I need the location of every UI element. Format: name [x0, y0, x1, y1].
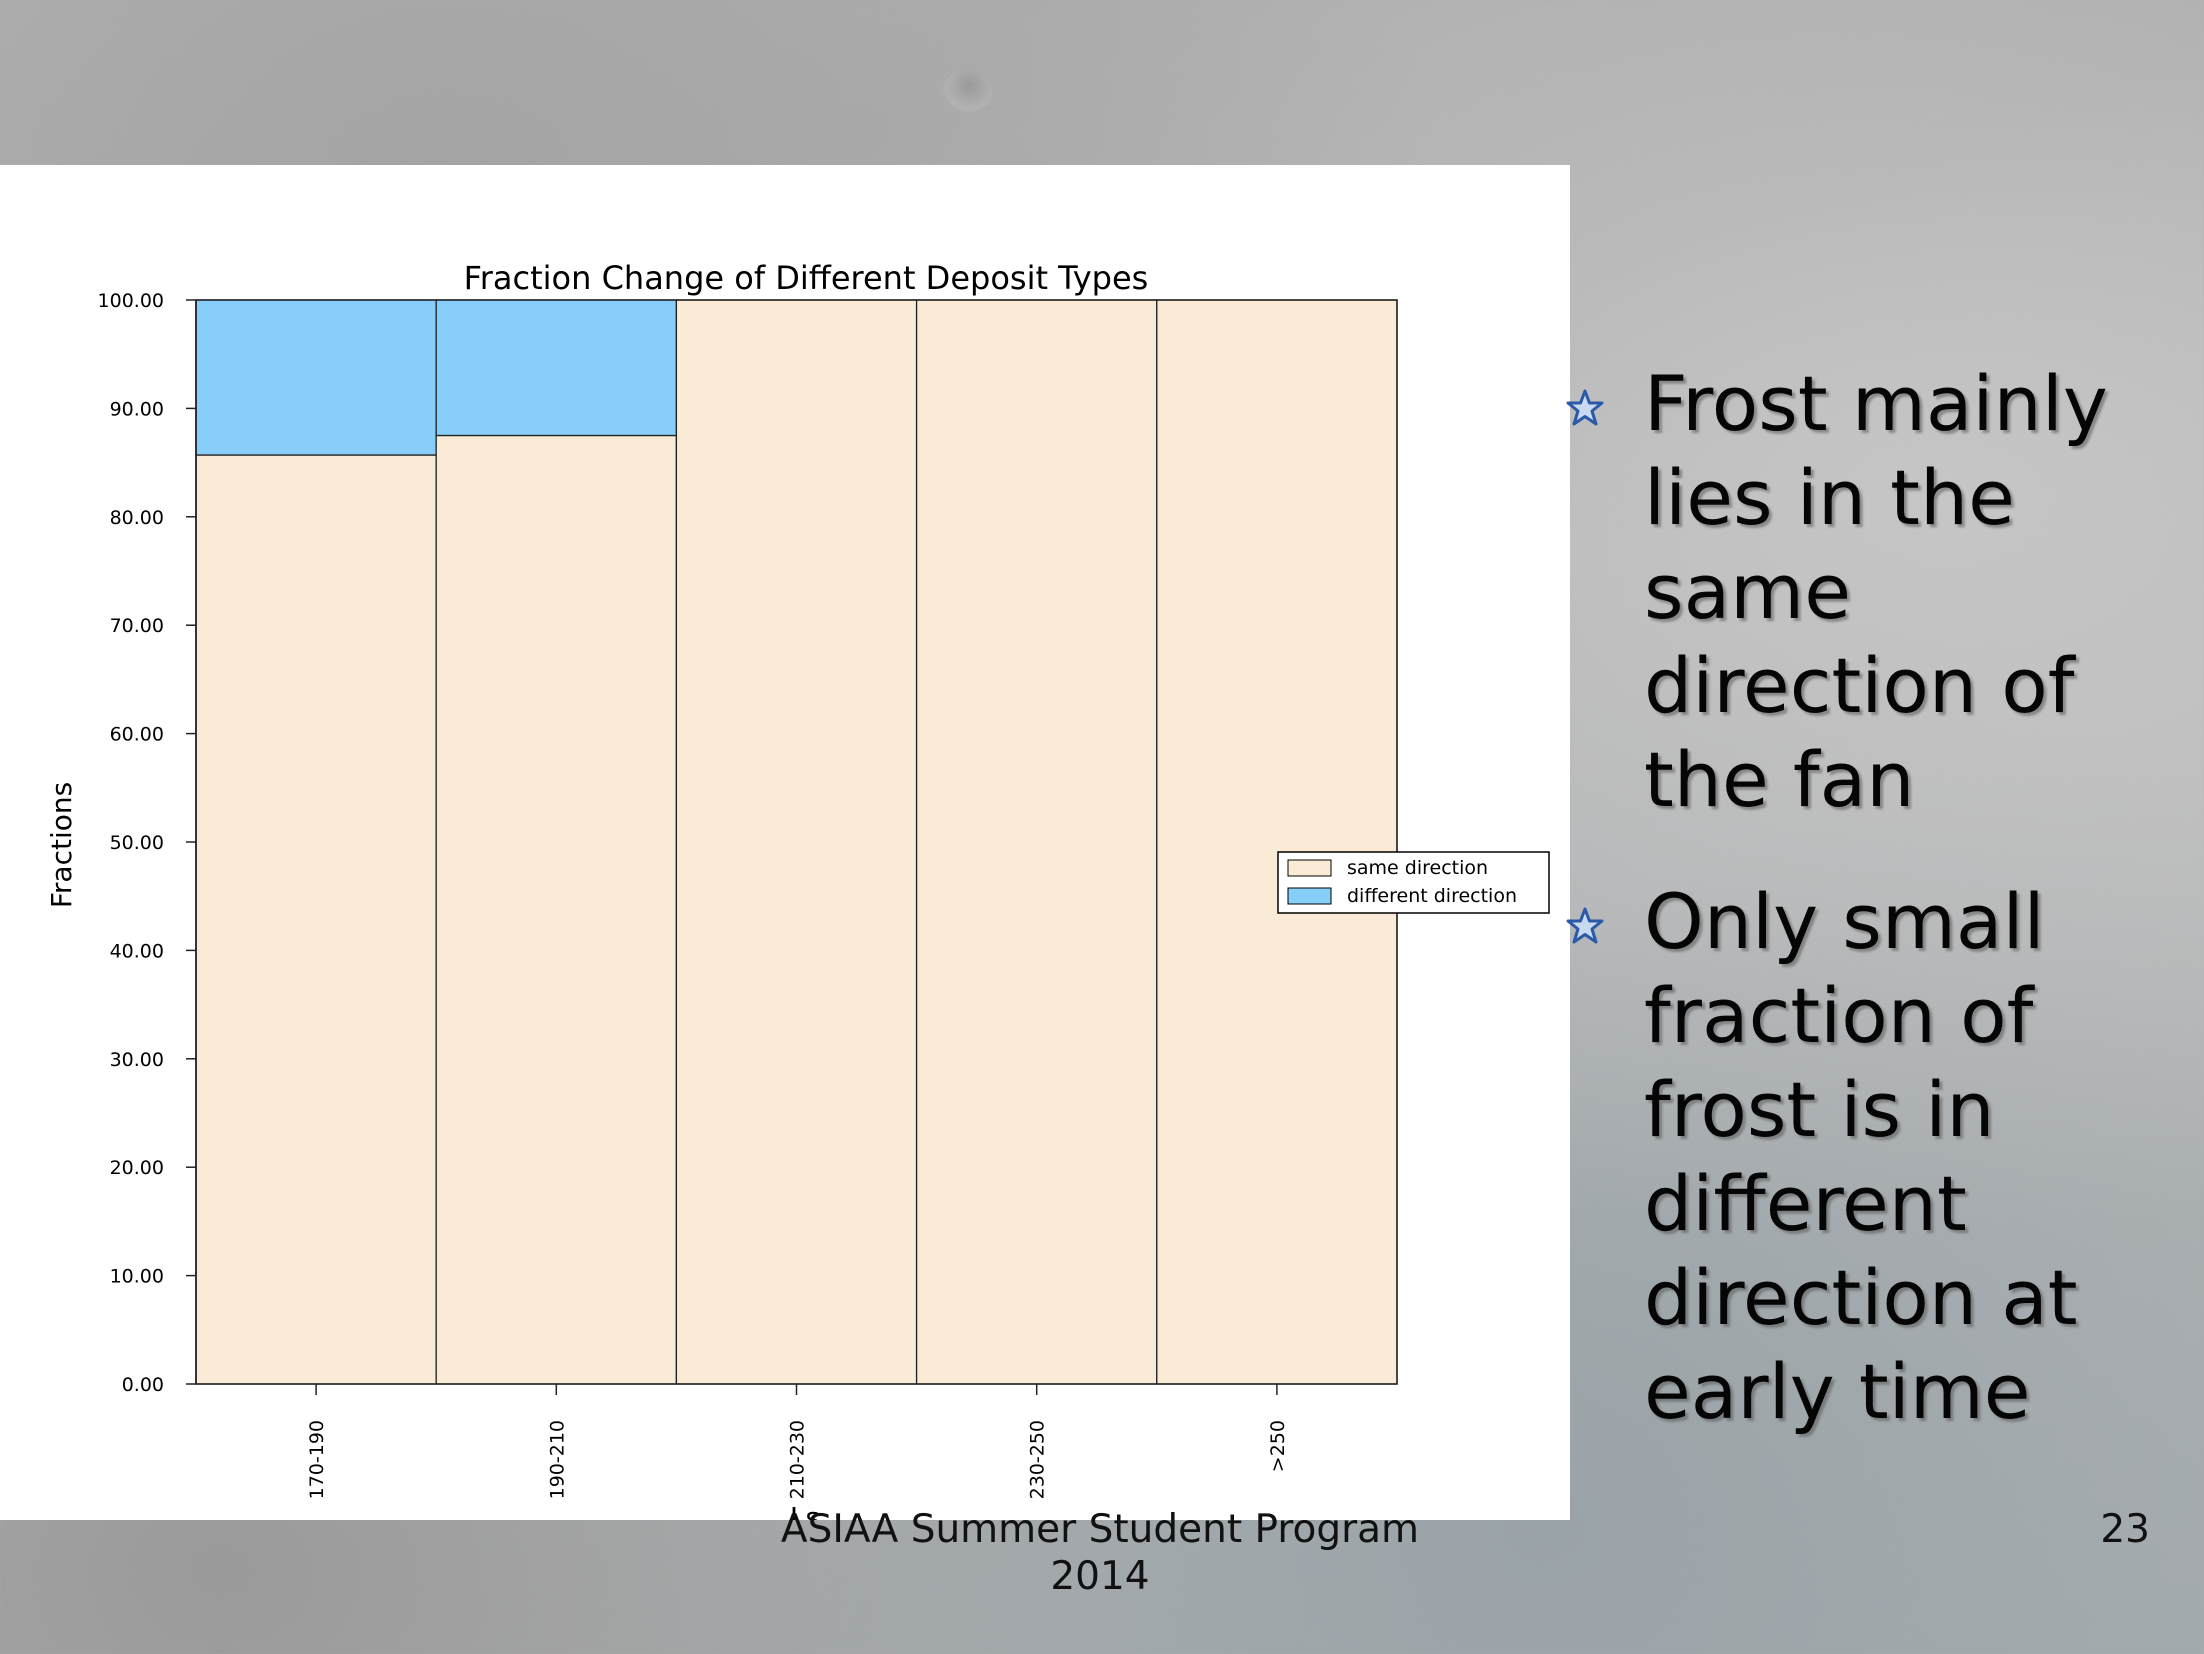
legend-swatch-same-direction — [1287, 859, 1332, 877]
bar-same-direction-2 — [675, 299, 918, 1385]
chart-figure: 0.00 10.00 20.00 30.00 40.00 50.00 60.00 70.00 8… — [0, 165, 1570, 1520]
y-axis-label: Fractions — [45, 782, 78, 908]
y-tick-label: 10.00 — [110, 1266, 164, 1288]
y-tick-label: 50.00 — [110, 832, 164, 854]
bar-same-direction-0 — [195, 454, 437, 1385]
y-tick-label: 70.00 — [110, 615, 164, 637]
y-axis-ticks: 0.00 10.00 20.00 30.00 40.00 50.00 60.00 70.00 8… — [98, 290, 196, 1396]
legend-label-different-direction: different direction — [1347, 885, 1517, 907]
page-number: 23 — [2100, 1507, 2150, 1552]
y-tick-label: 30.00 — [110, 1049, 164, 1071]
bullet-text: Frost mainly lies in the same direction … — [1644, 359, 2108, 824]
bar-same-direction-1 — [435, 434, 678, 1385]
x-tick-label: 230-250 — [1027, 1420, 1049, 1499]
y-tick-label: 20.00 — [110, 1157, 164, 1179]
y-tick-label: 60.00 — [110, 724, 164, 746]
x-axis-ticks: 170-190 190-210 210-230 230-250 >250 — [306, 1384, 1289, 1499]
chart-title: Fraction Change of Different Deposit Typ… — [464, 259, 1149, 297]
chart-svg: 0.00 10.00 20.00 30.00 40.00 50.00 60.00 70.00 8… — [45, 259, 1550, 1520]
x-tick-label: 190-210 — [546, 1420, 568, 1499]
x-axis-label: Ls — [790, 1501, 820, 1520]
y-tick-label: 80.00 — [110, 507, 164, 529]
legend-swatch-different-direction — [1287, 887, 1332, 905]
bar-different-direction-1 — [435, 299, 678, 437]
bar-same-direction-4 — [1156, 299, 1398, 1385]
y-tick-label: 0.00 — [122, 1374, 164, 1396]
bullet-list: Frost mainly lies in the same direction … — [1565, 357, 2204, 1487]
bullet-item: Only small fraction of frost is in diffe… — [1565, 875, 2204, 1439]
x-tick-label: 210-230 — [787, 1420, 809, 1499]
chart-bars — [195, 299, 1398, 1385]
y-tick-label: 40.00 — [110, 940, 164, 962]
bullet-text: Only small fraction of frost is in diffe… — [1644, 877, 2078, 1436]
star-icon — [1566, 389, 1604, 426]
bar-same-direction-3 — [915, 299, 1158, 1385]
star-icon — [1566, 907, 1604, 944]
x-tick-label: >250 — [1267, 1420, 1289, 1472]
bullet-item: Frost mainly lies in the same direction … — [1565, 357, 2204, 827]
bar-different-direction-0 — [195, 299, 437, 456]
footer-text: ASIAA Summer Student Program 2014 — [780, 1507, 1420, 1599]
chart-legend: same direction different direction — [1277, 851, 1550, 914]
background-crater — [942, 70, 992, 114]
y-tick-label: 90.00 — [110, 398, 164, 420]
y-tick-label: 100.00 — [98, 290, 164, 312]
x-tick-label: 170-190 — [306, 1420, 328, 1499]
legend-label-same-direction: same direction — [1347, 857, 1488, 879]
